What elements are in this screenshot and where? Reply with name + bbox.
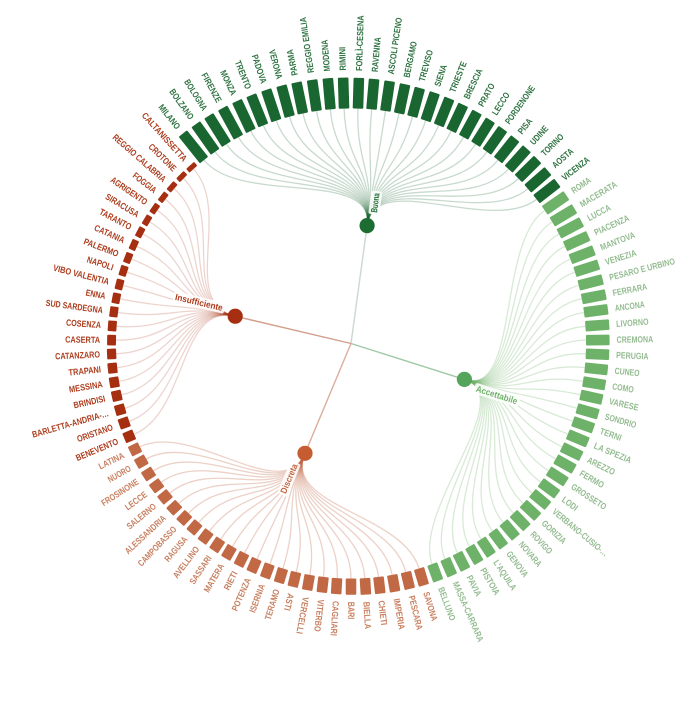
svg-text:PERUGIA: PERUGIA (616, 350, 649, 361)
svg-text:LIVORNO: LIVORNO (616, 317, 649, 329)
svg-text:ASTI: ASTI (282, 592, 296, 611)
svg-text:CAGLIARI: CAGLIARI (329, 601, 341, 636)
svg-text:CUNEO: CUNEO (614, 366, 640, 379)
svg-text:CHIETI: CHIETI (376, 600, 389, 626)
svg-text:COSENZA: COSENZA (66, 318, 102, 331)
svg-text:BARI: BARI (346, 602, 356, 619)
svg-text:BIELLA: BIELLA (361, 601, 373, 629)
svg-text:CASERTA: CASERTA (65, 334, 101, 344)
svg-text:RAVENNA: RAVENNA (370, 36, 383, 72)
svg-text:CREMONA: CREMONA (617, 334, 654, 345)
svg-text:CATANZARO: CATANZARO (55, 349, 100, 361)
svg-text:TRAPANI: TRAPANI (68, 364, 101, 377)
svg-text:VITERBO: VITERBO (312, 599, 326, 632)
svg-text:MODENA: MODENA (319, 39, 332, 72)
svg-text:Buona: Buona (369, 192, 382, 213)
svg-text:FORLÌ-CESENA: FORLÌ-CESENA (354, 15, 366, 71)
svg-text:ENNA: ENNA (85, 287, 107, 301)
svg-text:COMO: COMO (612, 381, 635, 394)
svg-text:RIMINI: RIMINI (337, 47, 348, 71)
svg-text:ANCONA: ANCONA (614, 299, 645, 313)
